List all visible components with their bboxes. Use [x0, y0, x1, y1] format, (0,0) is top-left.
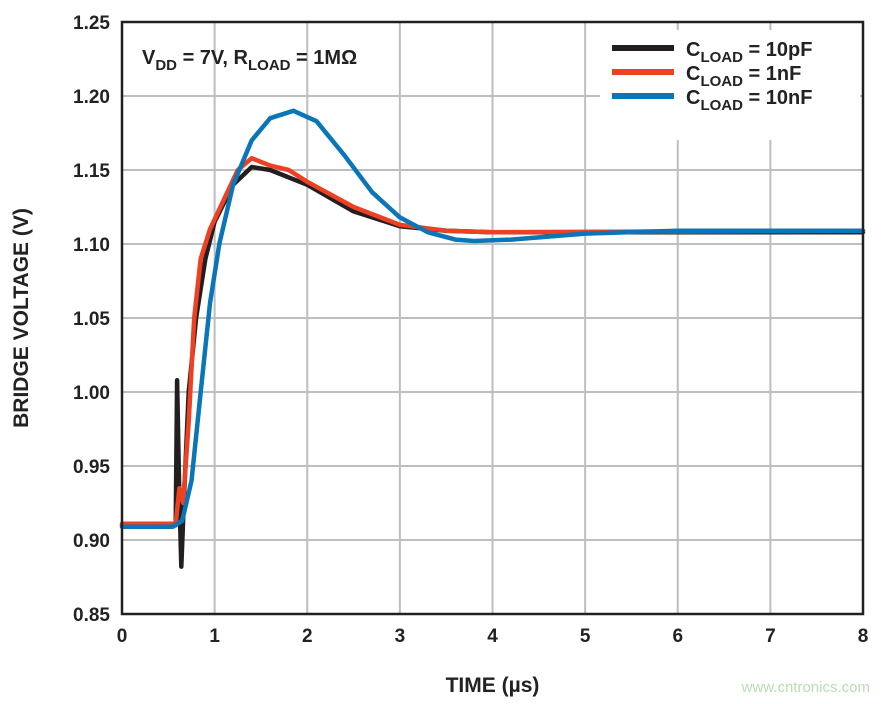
legend-value: = 10nF: [743, 87, 812, 109]
legend-entry: CLOAD = 10pF: [686, 39, 812, 66]
x-tick-label: 2: [302, 626, 313, 647]
y-tick-label: 1.05: [73, 309, 110, 330]
x-tick-label: 7: [765, 626, 776, 647]
legend-sub: LOAD: [700, 73, 743, 90]
y-axis-label: BRIDGE VOLTAGE (V): [10, 208, 33, 428]
x-tick-label: 8: [858, 626, 869, 647]
x-tick-label: 6: [672, 626, 683, 647]
legend-value: = 1nF: [743, 63, 801, 85]
y-tick-label: 1.10: [73, 235, 110, 256]
x-tick-label: 0: [117, 626, 128, 647]
legend-c: C: [686, 39, 700, 61]
y-tick-label: 1.00: [73, 383, 110, 404]
x-tick-label: 3: [395, 626, 406, 647]
y-tick-label: 0.90: [73, 531, 110, 552]
legend-sub: LOAD: [700, 97, 743, 114]
x-tick-label: 1: [209, 626, 220, 647]
y-tick-label: 0.85: [73, 605, 110, 626]
y-tick-label: 0.95: [73, 457, 110, 478]
legend-value: = 10pF: [743, 39, 812, 61]
legend-entry: CLOAD = 1nF: [686, 63, 801, 90]
y-tick-label: 1.25: [73, 13, 110, 34]
conditions-annotation: VDD = 7V, RLOAD = 1MΩ: [142, 47, 357, 74]
legend-entry: CLOAD = 10nF: [686, 87, 812, 114]
x-tick-label: 5: [580, 626, 591, 647]
x-axis-label: TIME (µs): [446, 674, 540, 697]
annotation-part: = 7V, R: [177, 47, 249, 69]
y-tick-label: 1.15: [73, 161, 110, 182]
legend-c: C: [686, 63, 700, 85]
legend-sub: LOAD: [700, 49, 743, 66]
series-line-2: [119, 108, 866, 529]
annotation-part: = 1MΩ: [291, 47, 358, 69]
x-tick-label: 4: [487, 626, 498, 647]
annotation-part: DD: [155, 57, 177, 74]
plot-frame: [120, 20, 865, 616]
y-tick-label: 1.20: [73, 87, 110, 108]
legend-c: C: [686, 87, 700, 109]
annotation-part: LOAD: [248, 57, 291, 74]
watermark: www.cntronics.com: [741, 679, 870, 696]
annotation-part: V: [142, 47, 156, 69]
